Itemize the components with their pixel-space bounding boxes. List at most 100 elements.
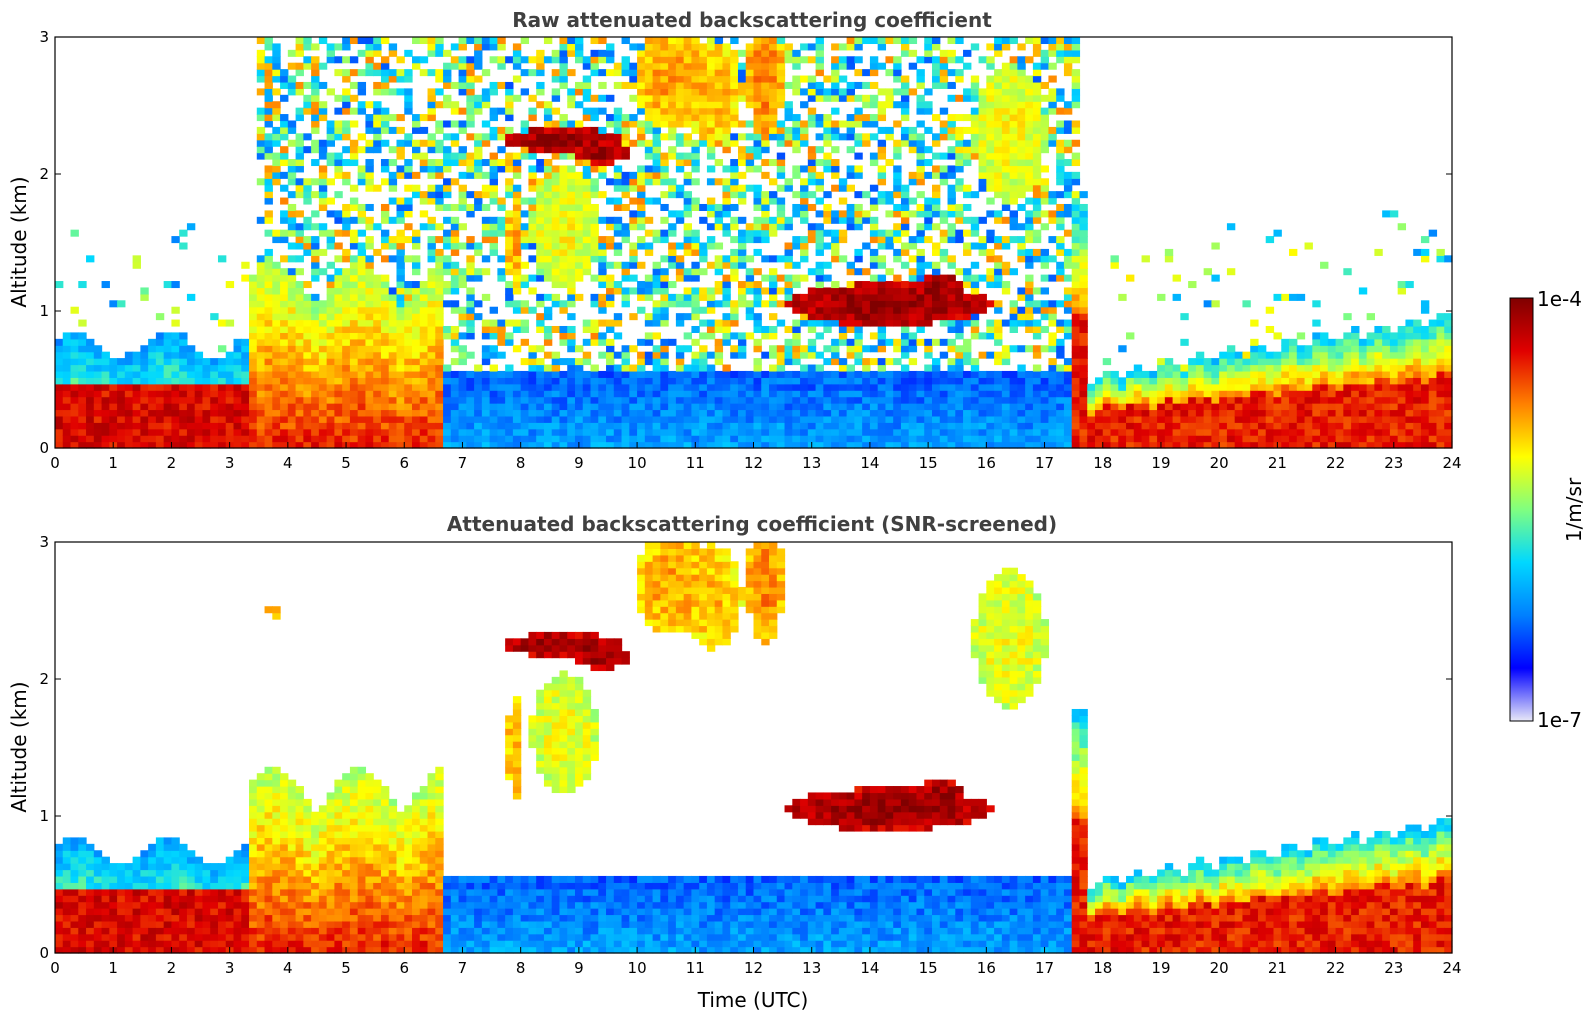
heatmap-cell (908, 383, 918, 391)
heatmap-cell (1001, 435, 1011, 443)
heatmap-cell (466, 325, 475, 333)
heatmap-cell (450, 281, 460, 289)
heatmap-cell (373, 358, 382, 366)
heatmap-cell (644, 107, 654, 115)
heatmap-cell (784, 415, 793, 423)
heatmap-cell (140, 435, 149, 443)
heatmap-cell (939, 248, 949, 256)
heatmap-cell (450, 428, 460, 436)
heatmap-cell (101, 435, 110, 443)
heatmap-cell (396, 345, 405, 353)
heatmap-cell (543, 146, 553, 154)
heatmap-cell (489, 107, 498, 115)
heatmap-cell (683, 377, 693, 385)
heatmap-cell (606, 377, 615, 385)
heatmap-cell (1009, 139, 1018, 147)
heatmap-cell (210, 409, 219, 417)
heatmap-cell (342, 428, 351, 436)
heatmap-cell (256, 139, 266, 147)
heatmap-cell (280, 114, 289, 122)
heatmap-cell (606, 403, 615, 411)
heatmap-cell (412, 351, 421, 359)
heatmap-cell (590, 203, 599, 211)
heatmap-cell (846, 390, 855, 398)
heatmap-cell (481, 236, 491, 244)
heatmap-cell (567, 441, 576, 449)
heatmap-cell (815, 415, 824, 423)
heatmap-cell (380, 358, 390, 366)
heatmap-cell (388, 403, 398, 411)
heatmap-cell (590, 133, 599, 141)
heatmap-cell (683, 120, 693, 128)
heatmap-cell (412, 56, 421, 64)
heatmap-cell (932, 75, 941, 83)
heatmap-cell (365, 313, 374, 321)
heatmap-cell (753, 358, 762, 366)
heatmap-cell (800, 422, 809, 430)
heatmap-cell (373, 422, 382, 430)
heatmap-cell (543, 338, 553, 346)
heatmap-cell (900, 139, 910, 147)
heatmap-cell (505, 248, 514, 256)
heatmap-cell (963, 403, 972, 411)
heatmap-cell (1009, 178, 1018, 186)
heatmap-cell (644, 415, 654, 423)
heatmap-cell (373, 345, 382, 353)
heatmap-cell (769, 101, 778, 109)
heatmap-cell (311, 383, 320, 391)
heatmap-cell (714, 101, 724, 109)
heatmap-cell (396, 236, 405, 244)
heatmap-cell (807, 81, 817, 89)
heatmap-cell (652, 358, 661, 366)
heatmap-cell (986, 126, 995, 134)
heatmap-cell (474, 390, 483, 398)
heatmap-cell (947, 274, 956, 282)
heatmap-cell (543, 56, 553, 64)
heatmap-cell (311, 274, 320, 282)
heatmap-cell (272, 358, 281, 366)
heatmap-cell (256, 370, 266, 378)
heatmap-cell (761, 223, 770, 231)
heatmap-cell (722, 114, 731, 122)
heatmap-cell (621, 358, 630, 366)
heatmap-cell (675, 300, 685, 308)
heatmap-cell (574, 390, 584, 398)
heatmap-cell (753, 101, 762, 109)
heatmap-cell (831, 184, 840, 192)
heatmap-cell (551, 248, 561, 256)
heatmap-cell (155, 364, 165, 372)
heatmap-cell (691, 377, 700, 385)
heatmap-cell (342, 281, 351, 289)
heatmap-cell (171, 441, 180, 449)
heatmap-cell (466, 261, 475, 269)
heatmap-cell (551, 178, 561, 186)
heatmap-cell (769, 313, 778, 321)
heatmap-cell (893, 184, 902, 192)
heatmap-cell (590, 210, 599, 218)
heatmap-cell (474, 248, 483, 256)
heatmap-cell (1009, 126, 1018, 134)
heatmap-cell (776, 203, 786, 211)
heatmap-cell (869, 255, 879, 263)
heatmap-cell (536, 268, 545, 276)
heatmap-cell (893, 300, 902, 308)
heatmap-cell (885, 210, 894, 218)
heatmap-cell (815, 306, 824, 314)
heatmap-cell (885, 338, 894, 346)
heatmap-cell (963, 159, 972, 167)
heatmap-cell (520, 403, 530, 411)
heatmap-cell (412, 281, 421, 289)
heatmap-cell (241, 390, 250, 398)
heatmap-cell (55, 383, 64, 391)
heatmap-cell (590, 293, 599, 301)
heatmap-cell (939, 338, 949, 346)
heatmap-cell (831, 313, 840, 321)
heatmap-cell (683, 364, 693, 372)
heatmap-cell (815, 114, 824, 122)
heatmap-cell (598, 107, 607, 115)
heatmap-cell (396, 325, 405, 333)
heatmap-cell (955, 351, 964, 359)
heatmap-cell (62, 345, 72, 353)
heatmap-cell (264, 88, 273, 96)
heatmap-cell (916, 191, 925, 199)
